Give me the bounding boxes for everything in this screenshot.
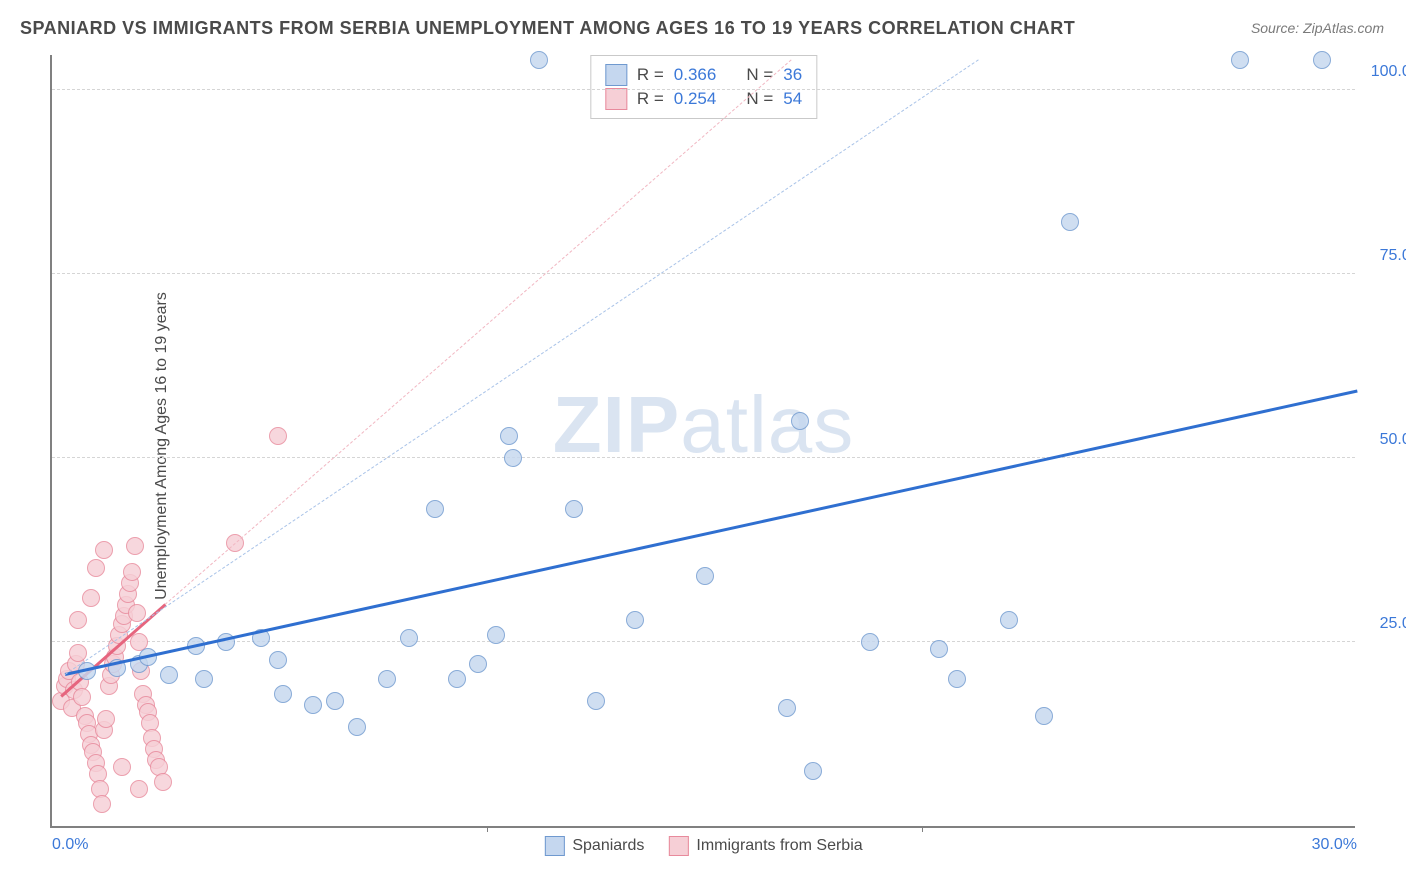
data-point xyxy=(400,629,418,647)
data-point xyxy=(274,685,292,703)
data-point xyxy=(500,427,518,445)
data-point xyxy=(778,699,796,717)
gridline-h xyxy=(52,273,1355,274)
data-point xyxy=(1061,213,1079,231)
n-label: N = xyxy=(746,89,773,109)
data-point xyxy=(128,604,146,622)
x-tick-label: 30.0% xyxy=(1312,836,1357,854)
legend-swatch xyxy=(544,836,564,856)
data-point xyxy=(1313,51,1331,69)
data-point xyxy=(791,412,809,430)
data-point xyxy=(87,559,105,577)
data-point xyxy=(696,567,714,585)
r-value: 0.254 xyxy=(674,89,717,109)
y-tick-label: 50.0% xyxy=(1365,431,1406,449)
data-point xyxy=(378,670,396,688)
data-point xyxy=(948,670,966,688)
data-point xyxy=(95,541,113,559)
data-point xyxy=(93,795,111,813)
gridline-h xyxy=(52,457,1355,458)
data-point xyxy=(861,633,879,651)
data-point xyxy=(69,611,87,629)
y-tick-label: 75.0% xyxy=(1365,247,1406,265)
gridline-h xyxy=(52,89,1355,90)
n-label: N = xyxy=(746,65,773,85)
data-point xyxy=(1231,51,1249,69)
data-point xyxy=(326,692,344,710)
data-point xyxy=(304,696,322,714)
series-legend: Spaniards Immigrants from Serbia xyxy=(544,836,862,856)
data-point xyxy=(930,640,948,658)
data-point xyxy=(269,427,287,445)
data-point xyxy=(126,537,144,555)
trend-line xyxy=(65,389,1357,675)
gridline-h xyxy=(52,641,1355,642)
data-point xyxy=(469,655,487,673)
data-point xyxy=(348,718,366,736)
legend-swatch xyxy=(668,836,688,856)
data-point xyxy=(804,762,822,780)
data-point xyxy=(1035,707,1053,725)
data-point xyxy=(154,773,172,791)
legend-label: Spaniards xyxy=(572,837,644,855)
legend-swatch xyxy=(605,64,627,86)
trend-line-extrapolated xyxy=(165,59,792,605)
data-point xyxy=(1000,611,1018,629)
legend-item: Spaniards xyxy=(544,836,644,856)
data-point xyxy=(504,449,522,467)
y-tick-label: 100.0% xyxy=(1365,63,1406,81)
data-point xyxy=(123,563,141,581)
data-point xyxy=(426,500,444,518)
data-point xyxy=(626,611,644,629)
data-point xyxy=(487,626,505,644)
data-point xyxy=(269,651,287,669)
data-point xyxy=(587,692,605,710)
data-point xyxy=(97,710,115,728)
r-label: R = xyxy=(637,89,664,109)
data-point xyxy=(448,670,466,688)
data-point xyxy=(73,688,91,706)
r-value: 0.366 xyxy=(674,65,717,85)
n-value: 54 xyxy=(783,89,802,109)
data-point xyxy=(160,666,178,684)
x-tick-mark xyxy=(922,826,923,832)
data-point xyxy=(530,51,548,69)
legend-label: Immigrants from Serbia xyxy=(696,837,862,855)
data-point xyxy=(113,758,131,776)
data-point xyxy=(565,500,583,518)
legend-item: Immigrants from Serbia xyxy=(668,836,862,856)
x-tick-mark xyxy=(487,826,488,832)
legend-row: R = 0.254 N = 54 xyxy=(605,88,802,110)
legend-swatch xyxy=(605,88,627,110)
source-label: Source: ZipAtlas.com xyxy=(1251,20,1384,36)
scatter-plot: ZIPatlas R =0.366N =36R =0.254N =54 Span… xyxy=(50,55,1355,828)
n-value: 36 xyxy=(783,65,802,85)
trend-line-extrapolated xyxy=(65,59,979,675)
chart-title: SPANIARD VS IMMIGRANTS FROM SERBIA UNEMP… xyxy=(20,18,1075,39)
data-point xyxy=(130,780,148,798)
data-point xyxy=(195,670,213,688)
data-point xyxy=(82,589,100,607)
x-tick-label: 0.0% xyxy=(52,836,88,854)
r-label: R = xyxy=(637,65,664,85)
y-tick-label: 25.0% xyxy=(1365,615,1406,633)
